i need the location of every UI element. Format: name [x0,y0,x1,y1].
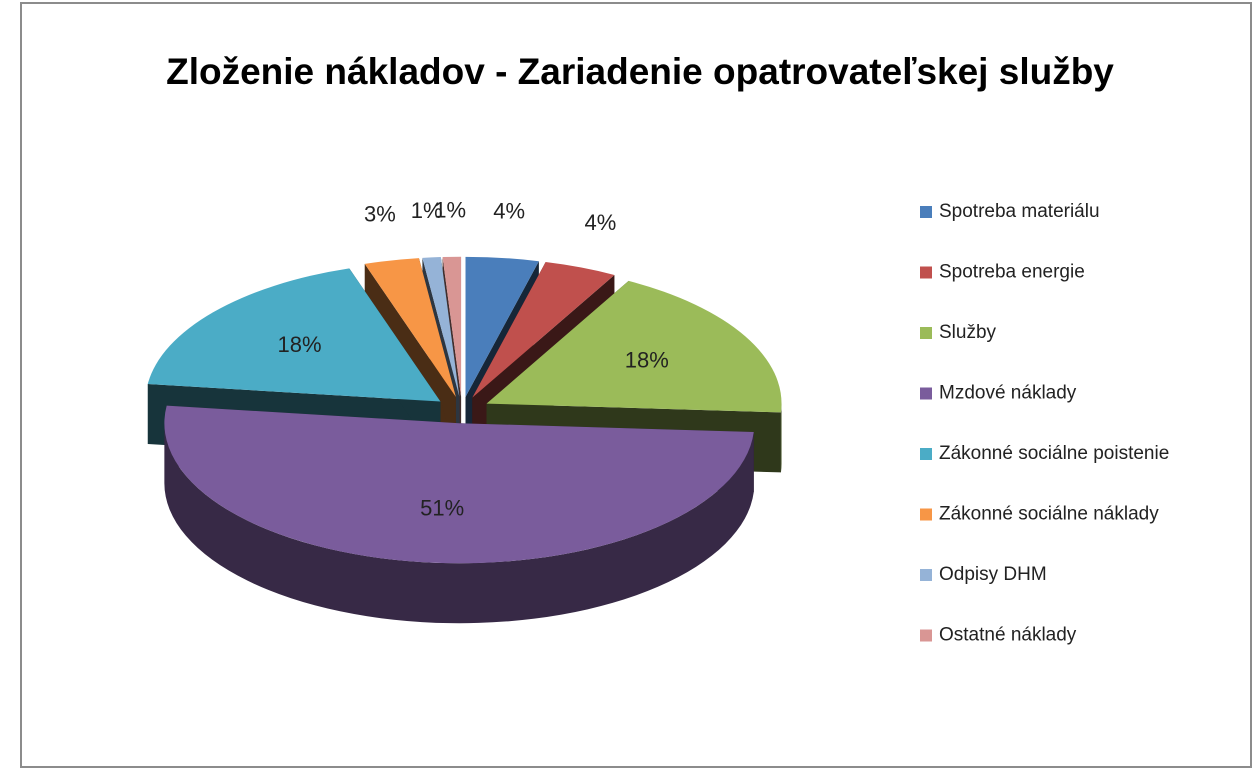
legend-swatch [920,387,932,400]
slice-top [465,256,539,397]
legend-swatch [920,629,932,642]
legend-swatch [920,266,932,279]
slice-top [164,405,754,564]
slice-top [422,257,460,397]
slice-top [486,280,782,413]
data-label: 51% [420,495,464,520]
slice-top [364,258,456,398]
legend-label: Spotreba materiálu [939,201,1100,222]
slice-side [780,403,782,473]
legend-label: Zákonné sociálne náklady [939,504,1159,525]
data-label: 18% [277,332,321,357]
data-label: 4% [493,199,525,224]
legend-label: Zákonné sociálne poistenie [939,443,1169,464]
legend-label: Mzdové náklady [939,383,1077,404]
legend-label: Odpisy DHM [939,564,1047,585]
pie-slice [164,405,754,624]
data-label: 1% [411,198,443,223]
chart-frame [20,2,1252,768]
data-label: 1% [434,197,466,222]
slice-top [442,256,462,397]
legend-swatch [920,327,932,339]
legend-swatch [920,206,932,218]
data-label: 3% [364,202,396,227]
slice-top [147,268,441,402]
slice-side [164,423,754,624]
legend-swatch [920,448,932,460]
chart-title: Zloženie nákladov - Zariadenie opatrovat… [166,51,1114,92]
legend-swatch [920,569,932,581]
legend-label: Spotreba energie [939,262,1085,283]
legend-label: Služby [939,322,997,343]
data-label: 18% [625,348,669,373]
data-label: 4% [585,210,617,235]
legend-label: Ostatné náklady [939,625,1077,646]
legend-swatch [920,508,932,521]
slice-top [472,262,615,398]
